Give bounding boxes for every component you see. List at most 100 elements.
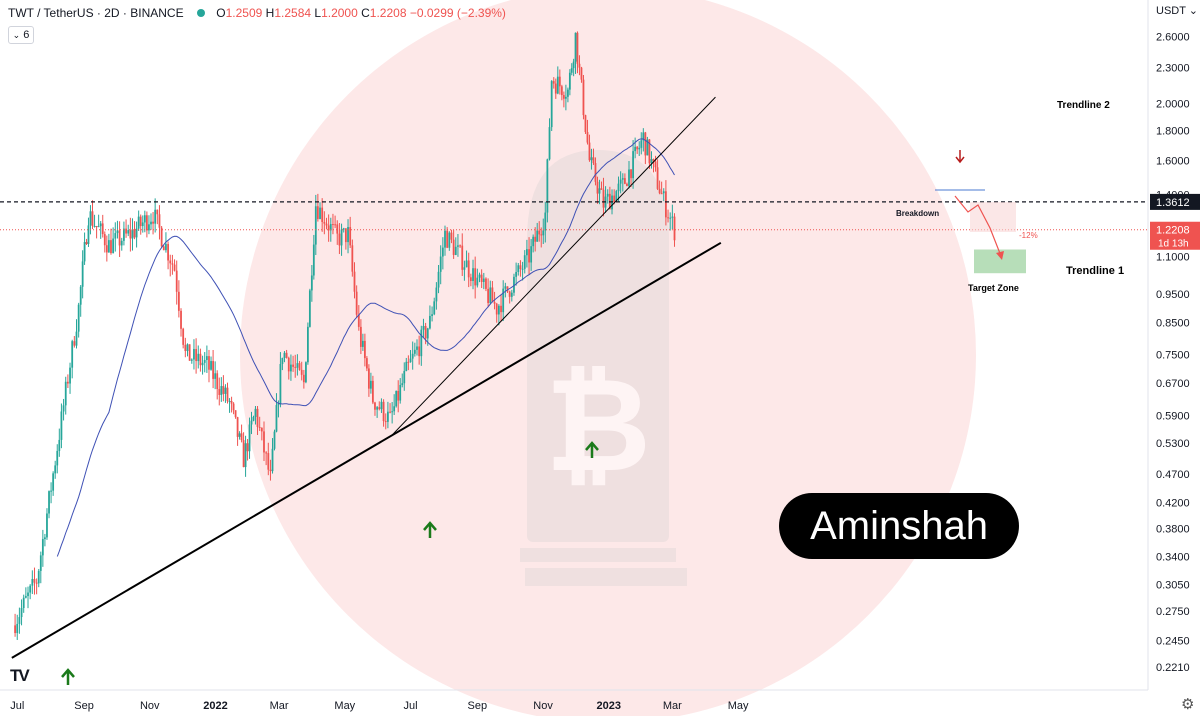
- candle-body: [165, 244, 167, 251]
- candle-body: [184, 344, 187, 352]
- candle-body: [186, 344, 189, 352]
- candle-body: [508, 291, 511, 297]
- currency-label: USDT ⌄: [1156, 5, 1198, 17]
- candle-body: [347, 227, 349, 243]
- y-tick-label: 2.3000: [1156, 63, 1190, 75]
- chart-header: TWT / TetherUS · 2D · BINANCE O1.2509 H1…: [8, 6, 506, 20]
- candle-body: [300, 369, 303, 375]
- candle-body: [546, 159, 549, 213]
- candle-body: [22, 597, 25, 609]
- candle-body: [664, 191, 667, 218]
- candle-body: [606, 193, 609, 197]
- candle-body: [389, 411, 391, 413]
- candle-body: [623, 178, 626, 184]
- candle-body: [31, 578, 34, 586]
- candle-body: [405, 361, 408, 371]
- candle-body: [441, 247, 444, 257]
- y-tick-label: 2.0000: [1156, 98, 1190, 110]
- candle-body: [203, 359, 206, 363]
- high-label: H: [265, 6, 275, 20]
- candle-body: [305, 362, 307, 383]
- candle-body: [644, 132, 647, 156]
- candle-body: [62, 405, 65, 412]
- candle-body: [306, 326, 309, 363]
- candle-body: [273, 431, 276, 449]
- candle-body: [150, 221, 152, 225]
- candle-body: [463, 267, 466, 270]
- candle-body: [361, 340, 364, 347]
- x-tick-label: 2023: [597, 700, 621, 712]
- candle-body: [99, 223, 102, 227]
- candle-body: [294, 366, 297, 368]
- candle-body: [14, 625, 16, 634]
- candle-body: [256, 408, 259, 427]
- indicators-toggle[interactable]: ⌄ 6: [8, 26, 34, 44]
- candle-body: [544, 212, 547, 231]
- candle-body: [439, 256, 442, 272]
- candle-body: [580, 67, 583, 80]
- candle-body: [594, 163, 597, 182]
- target-zone-label: Target Zone: [968, 283, 1019, 293]
- candle-body: [58, 439, 61, 451]
- candle-body: [590, 157, 593, 161]
- candle-body: [310, 275, 313, 291]
- candle-body: [316, 206, 319, 219]
- candle-body: [654, 161, 657, 168]
- candle-body: [302, 374, 305, 383]
- candle-body: [568, 72, 571, 90]
- candle-body: [321, 207, 324, 222]
- symbol-title[interactable]: TWT / TetherUS · 2D · BINANCE: [8, 6, 184, 20]
- candle-body: [188, 344, 191, 361]
- candle-body: [500, 305, 502, 313]
- candle-body: [446, 230, 449, 248]
- candle-body: [530, 246, 533, 263]
- candle-body: [572, 61, 575, 69]
- candle-body: [162, 246, 165, 251]
- x-tick-label: Nov: [533, 700, 553, 712]
- candle-body: [212, 361, 215, 379]
- candle-body: [474, 268, 477, 286]
- candle-body: [582, 79, 585, 116]
- candle-body: [275, 405, 278, 432]
- candle-body: [296, 363, 299, 368]
- candle-body: [167, 244, 169, 261]
- candle-body: [258, 426, 261, 428]
- candle-body: [224, 387, 227, 394]
- candle-body: [18, 617, 21, 624]
- trendline-2: [390, 96, 716, 437]
- candle-body: [252, 416, 255, 421]
- projection-path: [954, 195, 1002, 257]
- candle-body: [103, 234, 106, 246]
- x-tick-label: May: [334, 700, 355, 712]
- candle-body: [222, 386, 225, 394]
- candle-body: [513, 276, 515, 293]
- last-price-tag: [1150, 221, 1200, 250]
- candle-body: [118, 230, 121, 246]
- candle-body: [584, 115, 587, 133]
- candle-body: [210, 361, 212, 370]
- x-tick-label: Sep: [468, 700, 488, 712]
- candle-body: [277, 403, 280, 406]
- gear-icon[interactable]: ⚙: [1181, 696, 1195, 713]
- x-tick-label: 2022: [203, 700, 227, 712]
- candle-body: [667, 217, 669, 219]
- candle-body: [435, 287, 438, 302]
- candle-body: [271, 448, 274, 472]
- y-tick-label: 0.5300: [1156, 438, 1190, 450]
- candle-body: [403, 370, 406, 384]
- y-tick-label: 0.7500: [1156, 349, 1190, 361]
- candle-body: [340, 229, 343, 246]
- candle-body: [588, 142, 591, 161]
- candle-body: [218, 389, 221, 395]
- candle-body: [495, 303, 498, 315]
- y-tick-label: 0.4700: [1156, 469, 1190, 481]
- candle-body: [510, 292, 513, 297]
- candle-body: [491, 287, 494, 303]
- candle-body: [387, 411, 389, 422]
- low-value: 1.2000: [321, 6, 358, 20]
- candle-body: [269, 469, 272, 472]
- candle-body: [538, 230, 541, 235]
- candle-body: [139, 216, 142, 227]
- candle-body: [33, 578, 36, 583]
